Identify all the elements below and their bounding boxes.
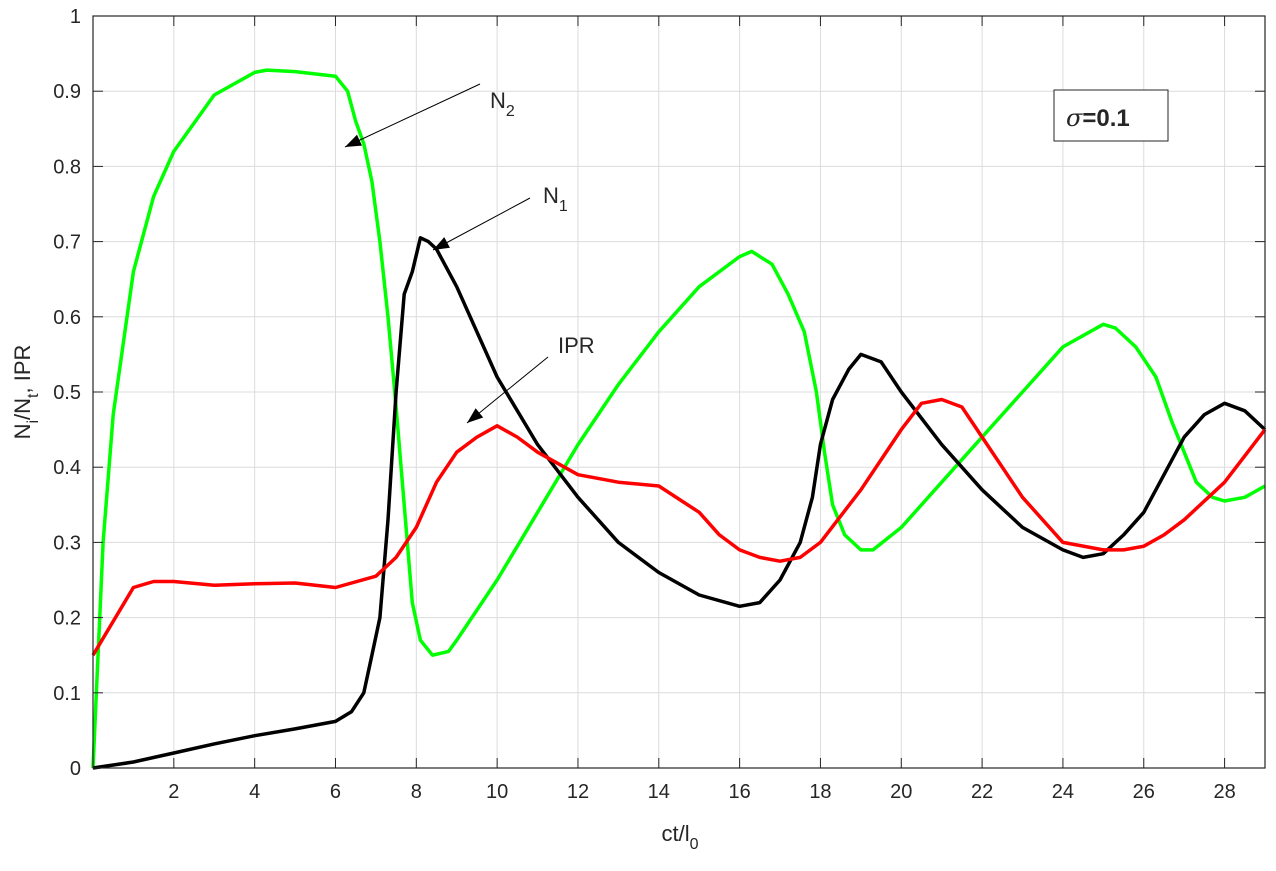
plot-frame — [92, 15, 1266, 769]
x-tick-label: 22 — [971, 781, 993, 803]
y-tick-label: 0.7 — [53, 232, 81, 254]
x-axis-label: ct/l0 — [661, 821, 698, 853]
sigma-box: σ=0.1 — [1053, 89, 1169, 142]
annotation-arrow-n1 — [432, 197, 531, 251]
arrowhead-icon — [433, 237, 450, 250]
arrowhead-icon — [345, 134, 363, 147]
x-tick-label: 12 — [567, 781, 589, 803]
y-tick-label: 0.9 — [53, 81, 81, 103]
annotation-label-ipr: IPR — [558, 333, 595, 358]
x-tick-label: 14 — [648, 781, 670, 803]
y-tick-label: 0.8 — [53, 156, 81, 178]
annotation-main: IPR — [558, 333, 595, 358]
annotation-arrow-ipr — [466, 356, 549, 424]
x-tick-label: 4 — [249, 781, 260, 803]
annotation-arrow-n2 — [344, 83, 481, 148]
annotation-main: N — [490, 88, 506, 113]
y-tick-label: 0.3 — [53, 532, 81, 554]
x-tick-label: 16 — [728, 781, 750, 803]
y-tick-label: 0.5 — [53, 382, 81, 404]
x-tick-label: 20 — [890, 781, 912, 803]
x-tick-label: 2 — [168, 781, 179, 803]
sigma-symbol: σ — [1066, 104, 1083, 132]
x-tick-label: 8 — [411, 781, 422, 803]
annotation-main: N — [543, 183, 559, 208]
annotation-label-n2: N2 — [490, 88, 515, 120]
sigma-value: =0.1 — [1082, 105, 1129, 132]
series-line-ipr — [91, 397, 1267, 657]
x-tick-label: 6 — [330, 781, 341, 803]
series-line-n1 — [92, 236, 1267, 770]
y-tick-label: 0.2 — [53, 608, 81, 630]
y-tick-label: 0 — [70, 758, 81, 780]
x-tick-label: 26 — [1133, 781, 1155, 803]
annotation-label-n1: N1 — [543, 183, 568, 215]
y-tick-label: 0.1 — [53, 683, 81, 705]
x-tick-label: 28 — [1213, 781, 1235, 803]
axes — [92, 15, 1266, 769]
x-tick-label: 18 — [809, 781, 831, 803]
series-line-n2 — [91, 68, 1266, 769]
annotation-sub: 2 — [506, 103, 515, 120]
y-tick-label: 0.4 — [53, 457, 81, 479]
x-tick-label: 24 — [1052, 781, 1074, 803]
x-tick-label: 10 — [486, 781, 508, 803]
y-axis-label: Ni/Nt, IPR — [10, 345, 42, 440]
arrowhead-icon — [467, 408, 484, 423]
svg-text:σ=0.1: σ=0.1 — [1066, 104, 1130, 132]
y-tick-label: 0.6 — [53, 307, 81, 329]
tick-labels: 2 4 6 8 10 12 14 16 18 20 22 24 26 2800.10.20.30.40.5… — [53, 6, 1236, 803]
y-tick-label: 1 — [70, 6, 81, 28]
series-group — [91, 68, 1267, 770]
annotation-sub: 1 — [559, 198, 568, 215]
